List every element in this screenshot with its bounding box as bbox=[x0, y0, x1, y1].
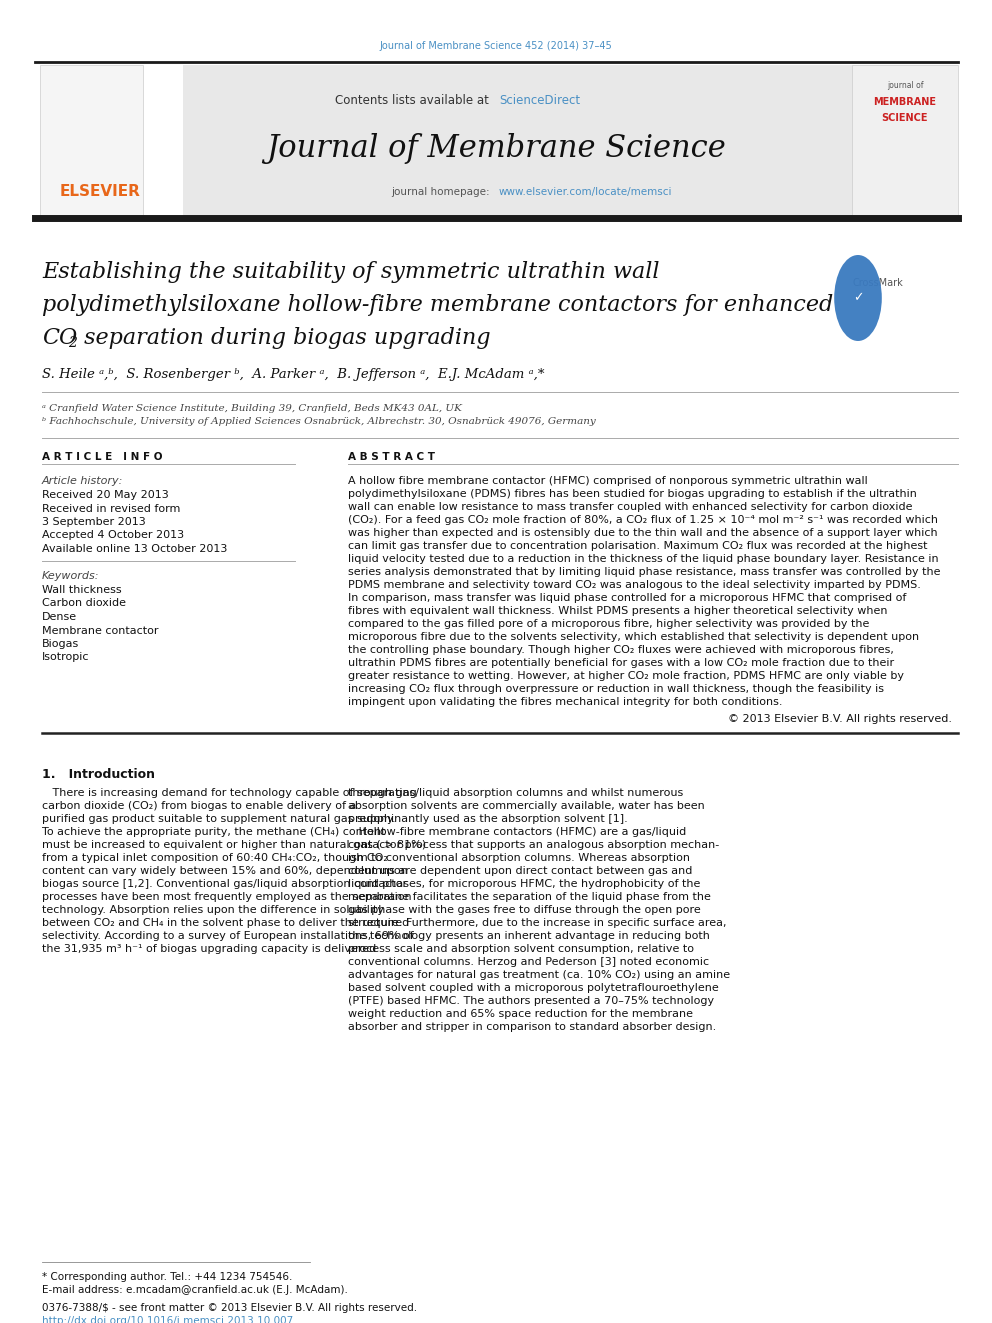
Text: can limit gas transfer due to concentration polarisation. Maximum CO₂ flux was r: can limit gas transfer due to concentrat… bbox=[348, 541, 928, 550]
Text: ism to conventional absorption columns. Whereas absorption: ism to conventional absorption columns. … bbox=[348, 853, 690, 863]
Text: compared to the gas filled pore of a microporous fibre, higher selectivity was p: compared to the gas filled pore of a mic… bbox=[348, 619, 869, 628]
Text: (CO₂). For a feed gas CO₂ mole fraction of 80%, a CO₂ flux of 1.25 × 10⁻⁴ mol m⁻: (CO₂). For a feed gas CO₂ mole fraction … bbox=[348, 515, 938, 525]
Text: A R T I C L E   I N F O: A R T I C L E I N F O bbox=[42, 452, 163, 462]
Text: Received in revised form: Received in revised form bbox=[42, 504, 181, 513]
Text: Received 20 May 2013: Received 20 May 2013 bbox=[42, 490, 169, 500]
Text: 2: 2 bbox=[68, 336, 76, 351]
Text: Contents lists available at: Contents lists available at bbox=[335, 94, 493, 106]
Text: Hollow-fibre membrane contactors (HFMC) are a gas/liquid: Hollow-fibre membrane contactors (HFMC) … bbox=[348, 827, 686, 837]
Text: Establishing the suitability of symmetric ultrathin wall: Establishing the suitability of symmetri… bbox=[42, 261, 660, 283]
Text: Keywords:: Keywords: bbox=[42, 572, 99, 582]
Text: ELSEVIER: ELSEVIER bbox=[60, 184, 141, 200]
Text: fibres with equivalent wall thickness. Whilst PDMS presents a higher theoretical: fibres with equivalent wall thickness. W… bbox=[348, 606, 888, 617]
FancyBboxPatch shape bbox=[40, 65, 143, 218]
Text: Article history:: Article history: bbox=[42, 476, 123, 486]
Text: 3 September 2013: 3 September 2013 bbox=[42, 517, 146, 527]
FancyBboxPatch shape bbox=[183, 65, 958, 220]
Text: impingent upon validating the fibres mechanical integrity for both conditions.: impingent upon validating the fibres mec… bbox=[348, 697, 783, 706]
Text: E-mail address: e.mcadam@cranfield.ac.uk (E.J. McAdam).: E-mail address: e.mcadam@cranfield.ac.uk… bbox=[42, 1285, 348, 1295]
Text: * Corresponding author. Tel.: +44 1234 754546.: * Corresponding author. Tel.: +44 1234 7… bbox=[42, 1271, 293, 1282]
Text: weight reduction and 65% space reduction for the membrane: weight reduction and 65% space reduction… bbox=[348, 1009, 693, 1019]
Text: 0376-7388/$ - see front matter © 2013 Elsevier B.V. All rights reserved.: 0376-7388/$ - see front matter © 2013 El… bbox=[42, 1303, 417, 1312]
Text: content can vary widely between 15% and 60%, dependent upon: content can vary widely between 15% and … bbox=[42, 867, 408, 876]
Text: polydimethylsiloxane hollow-fibre membrane contactors for enhanced: polydimethylsiloxane hollow-fibre membra… bbox=[42, 294, 833, 316]
FancyBboxPatch shape bbox=[852, 65, 958, 218]
Text: liquid phases, for microporous HFMC, the hydrophobicity of the: liquid phases, for microporous HFMC, the… bbox=[348, 878, 700, 889]
Text: wall can enable low resistance to mass transfer coupled with enhanced selectivit: wall can enable low resistance to mass t… bbox=[348, 501, 913, 512]
Text: Dense: Dense bbox=[42, 613, 77, 622]
Text: ᵃ Cranfield Water Science Institute, Building 39, Cranfield, Beds MK43 0AL, UK: ᵃ Cranfield Water Science Institute, Bui… bbox=[42, 404, 462, 413]
Text: A hollow fibre membrane contactor (HFMC) comprised of nonporous symmetric ultrat: A hollow fibre membrane contactor (HFMC)… bbox=[348, 476, 868, 486]
Text: Carbon dioxide: Carbon dioxide bbox=[42, 598, 126, 609]
Text: microporous fibre due to the solvents selectivity, which established that select: microporous fibre due to the solvents se… bbox=[348, 632, 920, 642]
Text: the controlling phase boundary. Though higher CO₂ fluxes were achieved with micr: the controlling phase boundary. Though h… bbox=[348, 646, 894, 655]
Text: membrane facilitates the separation of the liquid phase from the: membrane facilitates the separation of t… bbox=[348, 892, 711, 902]
Text: the 31,935 m³ h⁻¹ of biogas upgrading capacity is delivered: the 31,935 m³ h⁻¹ of biogas upgrading ca… bbox=[42, 945, 376, 954]
Text: MEMBRANE: MEMBRANE bbox=[874, 97, 936, 107]
Text: In comparison, mass transfer was liquid phase controlled for a microporous HFMC : In comparison, mass transfer was liquid … bbox=[348, 593, 907, 603]
Text: CO: CO bbox=[42, 327, 77, 349]
Text: Membrane contactor: Membrane contactor bbox=[42, 626, 159, 635]
Text: Available online 13 October 2013: Available online 13 October 2013 bbox=[42, 544, 227, 554]
Text: A B S T R A C T: A B S T R A C T bbox=[348, 452, 435, 462]
Text: There is increasing demand for technology capable of separating: There is increasing demand for technolog… bbox=[42, 789, 417, 798]
Text: ScienceDirect: ScienceDirect bbox=[499, 94, 580, 106]
Text: 1.   Introduction: 1. Introduction bbox=[42, 767, 155, 781]
Ellipse shape bbox=[834, 255, 882, 341]
Text: Biogas: Biogas bbox=[42, 639, 79, 650]
Text: journal homepage:: journal homepage: bbox=[391, 187, 493, 197]
Text: Accepted 4 October 2013: Accepted 4 October 2013 bbox=[42, 531, 185, 541]
Text: Journal of Membrane Science 452 (2014) 37–45: Journal of Membrane Science 452 (2014) 3… bbox=[380, 41, 612, 52]
Text: http://dx.doi.org/10.1016/j.memsci.2013.10.007: http://dx.doi.org/10.1016/j.memsci.2013.… bbox=[42, 1316, 294, 1323]
Text: gas phase with the gases free to diffuse through the open pore: gas phase with the gases free to diffuse… bbox=[348, 905, 700, 916]
Text: predominantly used as the absorption solvent [1].: predominantly used as the absorption sol… bbox=[348, 814, 628, 824]
Text: ✓: ✓ bbox=[853, 291, 863, 304]
Text: ᵇ Fachhochschule, University of Applied Sciences Osnabrück, Albrechstr. 30, Osna: ᵇ Fachhochschule, University of Applied … bbox=[42, 418, 596, 426]
Text: selectivity. According to a survey of European installations, 69% of: selectivity. According to a survey of Eu… bbox=[42, 931, 414, 941]
Text: Journal of Membrane Science: Journal of Membrane Science bbox=[266, 132, 726, 164]
Text: biogas source [1,2]. Conventional gas/liquid absorption contactor: biogas source [1,2]. Conventional gas/li… bbox=[42, 878, 407, 889]
Text: from a typical inlet composition of 60:40 CH₄:CO₂, though CO₂: from a typical inlet composition of 60:4… bbox=[42, 853, 388, 863]
Text: carbon dioxide (CO₂) from biogas to enable delivery of a: carbon dioxide (CO₂) from biogas to enab… bbox=[42, 800, 356, 811]
Text: polydimethylsiloxane (PDMS) fibres has been studied for biogas upgrading to esta: polydimethylsiloxane (PDMS) fibres has b… bbox=[348, 490, 917, 499]
Text: increasing CO₂ flux through overpressure or reduction in wall thickness, though : increasing CO₂ flux through overpressure… bbox=[348, 684, 884, 695]
Text: conventional columns. Herzog and Pederson [3] noted economic: conventional columns. Herzog and Pederso… bbox=[348, 957, 709, 967]
Text: greater resistance to wetting. However, at higher CO₂ mole fraction, PDMS HFMC a: greater resistance to wetting. However, … bbox=[348, 671, 904, 681]
Text: the technology presents an inherent advantage in reducing both: the technology presents an inherent adva… bbox=[348, 931, 710, 941]
Text: absorption solvents are commercially available, water has been: absorption solvents are commercially ava… bbox=[348, 800, 704, 811]
Text: © 2013 Elsevier B.V. All rights reserved.: © 2013 Elsevier B.V. All rights reserved… bbox=[728, 714, 952, 724]
Text: purified gas product suitable to supplement natural gas supply.: purified gas product suitable to supplem… bbox=[42, 814, 396, 824]
Text: must be increased to equivalent or higher than natural gas ( > 81%): must be increased to equivalent or highe… bbox=[42, 840, 427, 849]
Text: journal of: journal of bbox=[887, 81, 924, 90]
Text: www.elsevier.com/locate/memsci: www.elsevier.com/locate/memsci bbox=[499, 187, 673, 197]
Text: was higher than expected and is ostensibly due to the thin wall and the absence : was higher than expected and is ostensib… bbox=[348, 528, 937, 538]
Text: Wall thickness: Wall thickness bbox=[42, 585, 122, 595]
Text: (PTFE) based HFMC. The authors presented a 70–75% technology: (PTFE) based HFMC. The authors presented… bbox=[348, 996, 714, 1005]
Text: ultrathin PDMS fibres are potentially beneficial for gases with a low CO₂ mole f: ultrathin PDMS fibres are potentially be… bbox=[348, 658, 894, 668]
Text: absorber and stripper in comparison to standard absorber design.: absorber and stripper in comparison to s… bbox=[348, 1021, 716, 1032]
Text: SCIENCE: SCIENCE bbox=[882, 112, 929, 123]
Text: contactor process that supports an analogous absorption mechan-: contactor process that supports an analo… bbox=[348, 840, 719, 849]
Text: separation during biogas upgrading: separation during biogas upgrading bbox=[77, 327, 491, 349]
Text: technology. Absorption relies upon the difference in solubility: technology. Absorption relies upon the d… bbox=[42, 905, 384, 916]
Text: structure. Furthermore, due to the increase in specific surface area,: structure. Furthermore, due to the incre… bbox=[348, 918, 726, 927]
Text: advantages for natural gas treatment (ca. 10% CO₂) using an amine: advantages for natural gas treatment (ca… bbox=[348, 970, 730, 980]
Text: process scale and absorption solvent consumption, relative to: process scale and absorption solvent con… bbox=[348, 945, 694, 954]
Text: To achieve the appropriate purity, the methane (CH₄) content: To achieve the appropriate purity, the m… bbox=[42, 827, 386, 837]
Text: through gas/liquid absorption columns and whilst numerous: through gas/liquid absorption columns an… bbox=[348, 789, 683, 798]
Text: processes have been most frequently employed as the separation: processes have been most frequently empl… bbox=[42, 892, 412, 902]
Text: liquid velocity tested due to a reduction in the thickness of the liquid phase b: liquid velocity tested due to a reductio… bbox=[348, 554, 938, 564]
Text: Isotropic: Isotropic bbox=[42, 652, 89, 663]
Text: between CO₂ and CH₄ in the solvent phase to deliver the required: between CO₂ and CH₄ in the solvent phase… bbox=[42, 918, 410, 927]
Text: based solvent coupled with a microporous polytetraflouroethylene: based solvent coupled with a microporous… bbox=[348, 983, 719, 994]
Text: columns are dependent upon direct contact between gas and: columns are dependent upon direct contac… bbox=[348, 867, 692, 876]
Text: S. Heile ᵃ,ᵇ,  S. Rosenberger ᵇ,  A. Parker ᵃ,  B. Jefferson ᵃ,  E.J. McAdam ᵃ,*: S. Heile ᵃ,ᵇ, S. Rosenberger ᵇ, A. Parke… bbox=[42, 369, 545, 381]
Text: PDMS membrane and selectivity toward CO₂ was analogous to the ideal selectivity : PDMS membrane and selectivity toward CO₂… bbox=[348, 579, 921, 590]
Text: CrossMark: CrossMark bbox=[853, 278, 904, 288]
Text: series analysis demonstrated that by limiting liquid phase resistance, mass tran: series analysis demonstrated that by lim… bbox=[348, 568, 940, 577]
